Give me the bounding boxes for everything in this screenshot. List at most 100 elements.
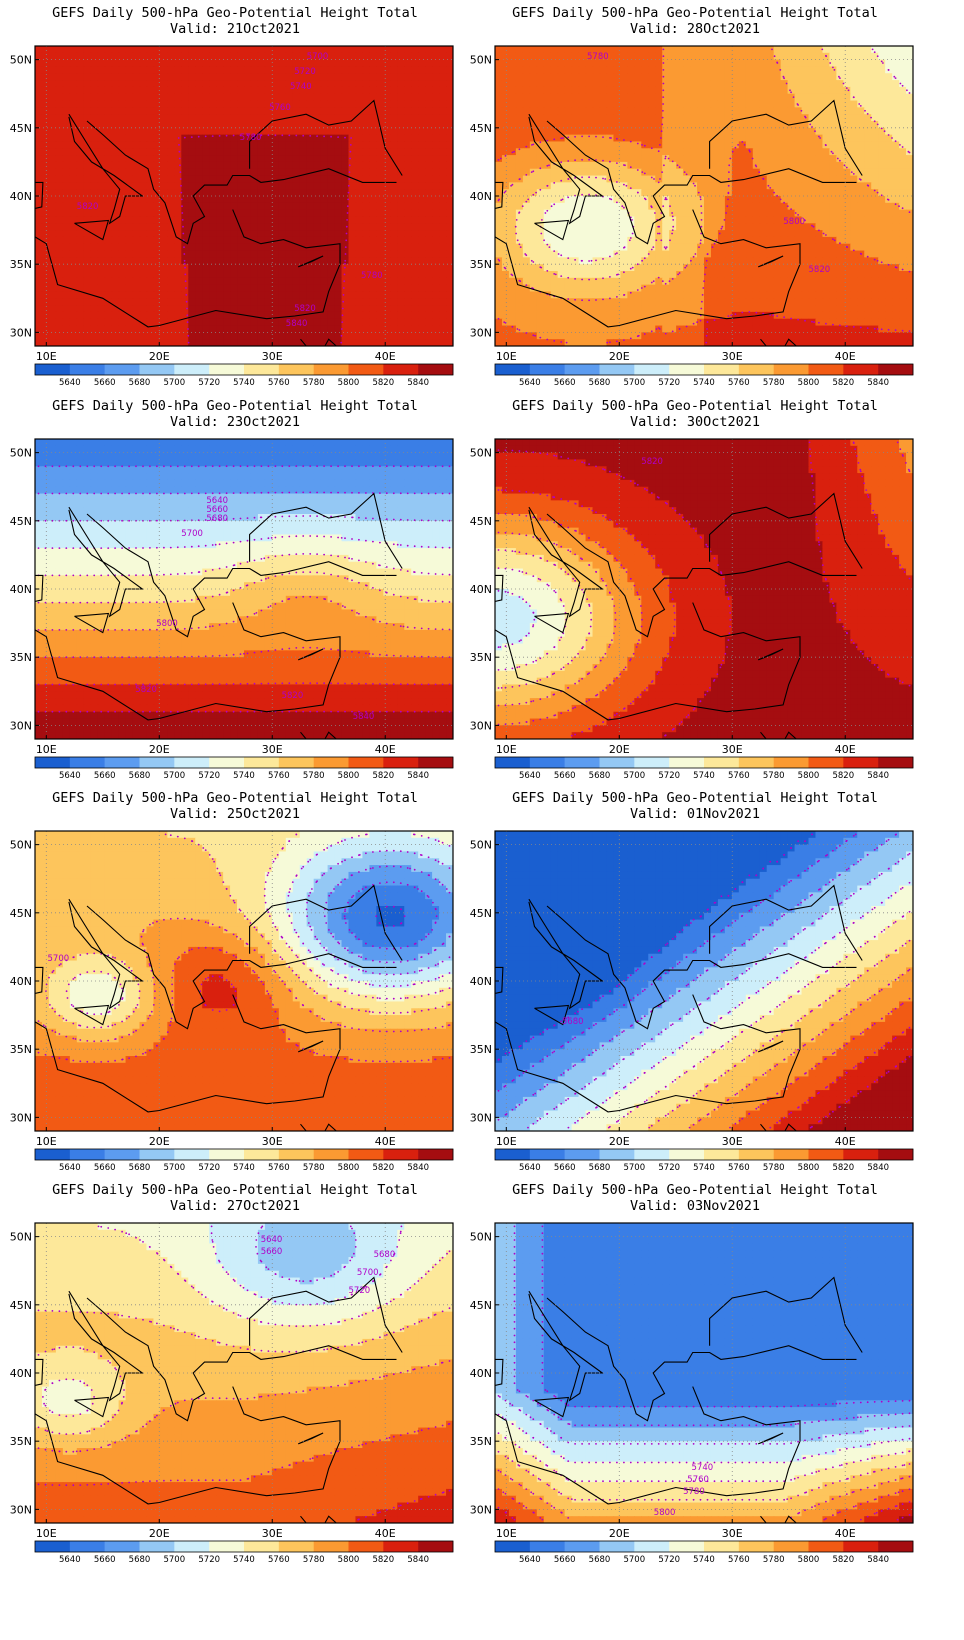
colorbar-label: 5800 bbox=[798, 1163, 820, 1173]
colorbar-swatch bbox=[174, 364, 210, 375]
colorbar-swatch bbox=[278, 364, 314, 375]
colorbar-label: 5780 bbox=[763, 1555, 785, 1565]
colorbar-swatch bbox=[564, 364, 600, 375]
colorbar-label: 5740 bbox=[233, 771, 255, 781]
lon-tick-label: 30E bbox=[262, 350, 283, 363]
colorbar-swatch bbox=[348, 757, 384, 768]
colorbar-swatch bbox=[529, 1149, 565, 1160]
height-field bbox=[35, 439, 453, 739]
coastlines bbox=[35, 1276, 403, 1523]
contour-label: 5760 bbox=[687, 1475, 709, 1485]
colorbar-label: 5640 bbox=[519, 378, 541, 388]
panel-valid-date: Valid: 23Oct2021 bbox=[0, 414, 470, 430]
colorbar-label: 5800 bbox=[338, 1163, 360, 1173]
coastlines bbox=[35, 492, 403, 739]
colorbar-label: 5720 bbox=[198, 1163, 220, 1173]
colorbar: 5640 5660 5680 5700 5720 5740 5760 5780 5800 5820… bbox=[34, 756, 454, 781]
lat-tick-label: 40N bbox=[470, 1367, 492, 1380]
colorbar-swatch bbox=[878, 1149, 914, 1160]
colorbar-swatch bbox=[174, 1541, 210, 1552]
colorbar-label: 5660 bbox=[554, 1555, 576, 1565]
colorbar-label: 5760 bbox=[268, 771, 290, 781]
colorbar-label: 5660 bbox=[94, 378, 116, 388]
colorbar-swatch bbox=[69, 1149, 105, 1160]
lat-tick-label: 50N bbox=[470, 1231, 492, 1244]
colorbar-label: 5660 bbox=[94, 1555, 116, 1565]
colorbar-label: 5700 bbox=[163, 771, 185, 781]
colorbar: 5640 5660 5680 5700 5720 5740 5760 5780 5800 5820… bbox=[494, 1148, 914, 1173]
lat-tick-label: 30N bbox=[10, 1503, 32, 1516]
colorbar-swatch bbox=[669, 1541, 705, 1552]
panel-valid-date: Valid: 01Nov2021 bbox=[460, 806, 930, 822]
lon-tick-label: 30E bbox=[722, 1135, 743, 1148]
contour-lines bbox=[497, 48, 911, 344]
lat-tick-label: 45N bbox=[10, 122, 32, 135]
contour-lines bbox=[497, 833, 911, 1129]
lon-tick-label: 30E bbox=[722, 1527, 743, 1540]
map-panel: GEFS Daily 500-hPa Geo-Potential Height … bbox=[460, 393, 930, 803]
contour-label: 5660 bbox=[206, 505, 228, 515]
colorbar-swatch bbox=[69, 1541, 105, 1552]
colorbar-swatch bbox=[209, 364, 245, 375]
colorbar-label: 5740 bbox=[233, 1163, 255, 1173]
colorbar-label: 5640 bbox=[59, 771, 81, 781]
colorbar-swatch bbox=[348, 1149, 384, 1160]
colorbar-swatch bbox=[69, 364, 105, 375]
colorbar-swatch bbox=[278, 1149, 314, 1160]
colorbar: 5640 5660 5680 5700 5720 5740 5760 5780 5800 5820… bbox=[34, 1148, 454, 1173]
coastlines bbox=[495, 1276, 863, 1523]
panel-title: GEFS Daily 500-hPa Geo-Potential Height … bbox=[0, 1182, 470, 1198]
panel-title: GEFS Daily 500-hPa Geo-Potential Height … bbox=[0, 398, 470, 414]
lon-tick-label: 30E bbox=[722, 350, 743, 363]
lat-tick-label: 35N bbox=[470, 1043, 492, 1056]
colorbar-label: 5640 bbox=[59, 1555, 81, 1565]
colorbar-swatch bbox=[244, 757, 280, 768]
colorbar-swatch bbox=[209, 757, 245, 768]
colorbar-label: 5820 bbox=[832, 1555, 854, 1565]
lat-tick-label: 40N bbox=[10, 190, 32, 203]
colorbar-swatch bbox=[35, 1149, 71, 1160]
lon-tick-label: 20E bbox=[609, 1135, 630, 1148]
colorbar-label: 5800 bbox=[338, 378, 360, 388]
lon-tick-label: 40E bbox=[375, 1527, 396, 1540]
colorbar-label: 5780 bbox=[763, 378, 785, 388]
colorbar-swatch bbox=[35, 757, 71, 768]
contour-label: 5820 bbox=[809, 265, 831, 275]
colorbar-swatch bbox=[529, 1541, 565, 1552]
colorbar-label: 5780 bbox=[303, 1555, 325, 1565]
lat-tick-label: 45N bbox=[10, 515, 32, 528]
colorbar-swatch bbox=[843, 1149, 879, 1160]
colorbar-label: 5820 bbox=[832, 378, 854, 388]
graticule bbox=[35, 46, 453, 346]
map-panel: GEFS Daily 500-hPa Geo-Potential Height … bbox=[0, 393, 470, 803]
colorbar-swatch bbox=[634, 1149, 670, 1160]
coastlines bbox=[35, 884, 403, 1131]
lon-tick-label: 10E bbox=[496, 1135, 517, 1148]
colorbar-label: 5700 bbox=[163, 1555, 185, 1565]
colorbar-label: 5740 bbox=[693, 1163, 715, 1173]
contour-map: 5640566056805700580058205820584050N45N40… bbox=[10, 438, 454, 781]
colorbar-label: 5820 bbox=[832, 771, 854, 781]
panel-title: GEFS Daily 500-hPa Geo-Potential Height … bbox=[0, 790, 470, 806]
colorbar-label: 5700 bbox=[163, 1163, 185, 1173]
panel-valid-date: Valid: 03Nov2021 bbox=[460, 1198, 930, 1214]
colorbar-swatch bbox=[529, 364, 565, 375]
colorbar-swatch bbox=[738, 1541, 774, 1552]
graticule bbox=[495, 1223, 913, 1523]
colorbar-swatch bbox=[564, 1541, 600, 1552]
panel-valid-date: Valid: 27Oct2021 bbox=[0, 1198, 470, 1214]
lat-tick-label: 50N bbox=[470, 54, 492, 67]
colorbar-swatch bbox=[808, 364, 844, 375]
contour-label: 5700 bbox=[181, 529, 203, 539]
colorbar-label: 5800 bbox=[338, 1555, 360, 1565]
lat-tick-label: 45N bbox=[470, 1299, 492, 1312]
colorbar-swatch bbox=[174, 757, 210, 768]
contour-lines bbox=[177, 134, 352, 344]
contour-label: 5780 bbox=[683, 1487, 705, 1497]
colorbar-label: 5700 bbox=[163, 378, 185, 388]
contour-label: 5720 bbox=[294, 67, 316, 77]
colorbar-label: 5740 bbox=[693, 378, 715, 388]
contour-lines bbox=[37, 1225, 451, 1521]
contour-label: 5820 bbox=[294, 304, 316, 314]
